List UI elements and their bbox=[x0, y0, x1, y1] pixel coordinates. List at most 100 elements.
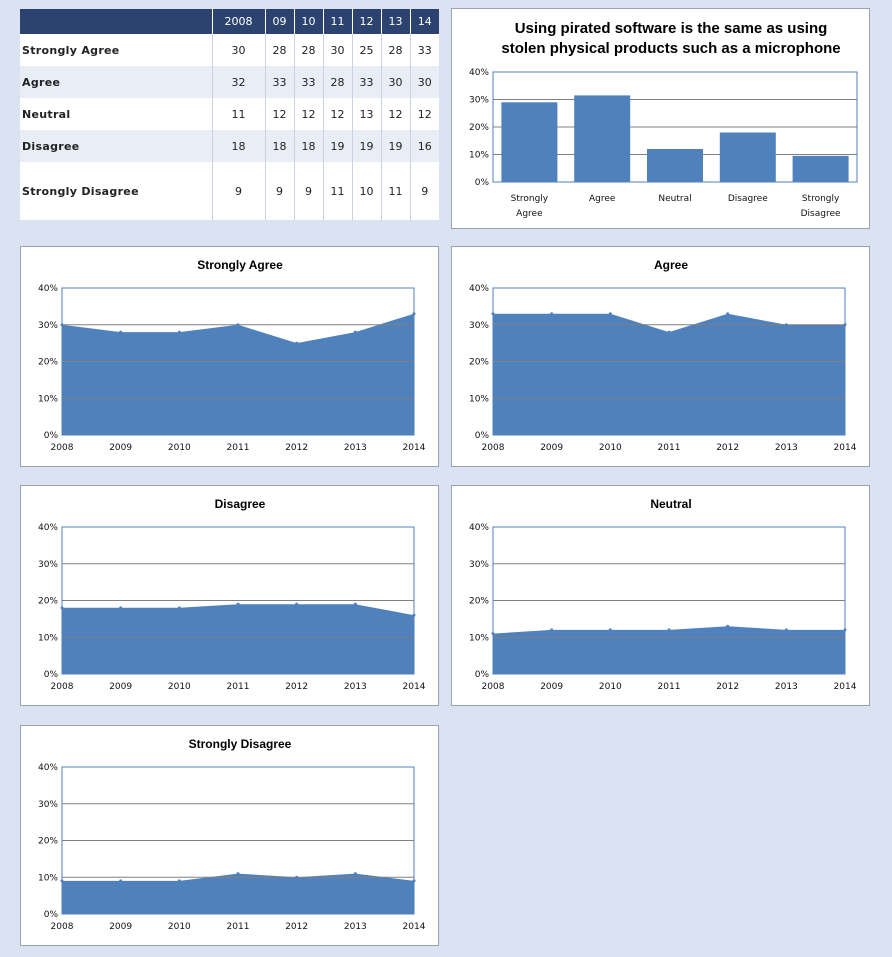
bar-disagree bbox=[719, 132, 776, 182]
plot-area-border bbox=[61, 526, 415, 675]
table-cell: 30 bbox=[380, 66, 410, 98]
agree-area-chart: Agree 0% 10% 20% 30% 40% 2008 2009 2010 2011 2012 2… bbox=[469, 258, 857, 453]
table-cell: 33 bbox=[409, 34, 439, 66]
table-cell: 11 bbox=[211, 98, 265, 130]
series-area bbox=[493, 313, 845, 435]
row-label: Strongly Disagree bbox=[20, 162, 212, 220]
row-label: Disagree bbox=[20, 130, 212, 162]
table-cell: 28 bbox=[380, 34, 410, 66]
x-tick-label: 2013 bbox=[344, 443, 367, 453]
chart-title-line: Using pirated software is the same as us… bbox=[515, 20, 828, 37]
bar-strongly-agree bbox=[501, 102, 558, 183]
table-cell: 28 bbox=[322, 66, 352, 98]
data-point bbox=[295, 341, 299, 345]
y-tick-label: 10% bbox=[469, 394, 489, 404]
table-cell: 28 bbox=[293, 34, 323, 66]
neutral-chart-panel: Neutral 0% 10% 20% 30% 40% 2008 2009 2010 2011 201… bbox=[451, 485, 870, 706]
x-tick-label: Neutral bbox=[658, 194, 691, 204]
table-cell: 18 bbox=[264, 130, 294, 162]
table-cell: 9 bbox=[409, 162, 439, 220]
table-cell: 12 bbox=[322, 98, 352, 130]
bar-agree bbox=[574, 95, 631, 182]
table-cell: 18 bbox=[211, 130, 265, 162]
x-tick-label: 2009 bbox=[109, 443, 132, 453]
table-cell: 12 bbox=[264, 98, 294, 130]
table-row: Strongly Disagree 9 9 9 11 10 11 9 bbox=[20, 162, 439, 220]
disagree-chart-panel: Disagree 0% 10% 20% 30% 40% 2008 2009 2010 2011 20… bbox=[20, 485, 439, 706]
header-cell-10: 10 bbox=[293, 9, 323, 34]
disagree-area-chart: Disagree 0% 10% 20% 30% 40% 2008 2009 2010 2011 20… bbox=[38, 497, 426, 692]
header-cell-2008: 2008 bbox=[211, 9, 265, 34]
table-cell: 30 bbox=[322, 34, 352, 66]
data-point bbox=[177, 330, 181, 334]
row-label: Strongly Agree bbox=[20, 34, 212, 66]
x-tick-label: 2010 bbox=[168, 922, 191, 932]
x-tick-label: 2009 bbox=[109, 922, 132, 932]
table-row: Strongly Agree 30 28 28 30 25 28 33 bbox=[20, 34, 439, 66]
x-tick-label: 2012 bbox=[716, 682, 739, 692]
strongly-agree-chart-panel: Strongly Agree 0% 10% 20% 30% 40% 2008 2009 2010… bbox=[20, 246, 439, 467]
series-area bbox=[493, 626, 845, 674]
plot-area-border bbox=[61, 766, 415, 915]
overall-bar-chart: Using pirated software is the same as us… bbox=[469, 20, 858, 219]
data-point bbox=[119, 330, 123, 334]
table-cell: 9 bbox=[264, 162, 294, 220]
x-tick-label: 2014 bbox=[403, 443, 426, 453]
table-cell: 32 bbox=[211, 66, 265, 98]
table-cell: 11 bbox=[322, 162, 352, 220]
chart-title: Disagree bbox=[215, 497, 266, 511]
data-point bbox=[119, 879, 123, 883]
chart-title: Strongly Disagree bbox=[189, 737, 292, 751]
y-tick-label: 0% bbox=[44, 431, 59, 441]
plot-area-border bbox=[492, 71, 858, 183]
series-area bbox=[62, 873, 414, 914]
table-row: Neutral 11 12 12 12 13 12 12 bbox=[20, 98, 439, 130]
x-tick-label: 2014 bbox=[834, 443, 857, 453]
y-tick-label: 40% bbox=[469, 284, 489, 294]
x-tick-label: 2008 bbox=[51, 922, 74, 932]
data-point bbox=[119, 606, 123, 610]
table-cell: 18 bbox=[293, 130, 323, 162]
y-tick-label: 40% bbox=[469, 68, 489, 78]
header-cell-09: 09 bbox=[264, 9, 294, 34]
y-tick-label: 0% bbox=[44, 670, 59, 680]
y-tick-label: 30% bbox=[38, 321, 58, 331]
x-tick-label: 2012 bbox=[716, 443, 739, 453]
x-tick-label: 2009 bbox=[109, 682, 132, 692]
data-point bbox=[726, 624, 730, 628]
table-cell: 30 bbox=[211, 34, 265, 66]
x-tick-label: Disagree bbox=[801, 209, 841, 219]
x-tick-label: 2012 bbox=[285, 443, 308, 453]
data-point bbox=[295, 602, 299, 606]
y-tick-label: 30% bbox=[469, 321, 489, 331]
x-tick-label: Agree bbox=[516, 209, 543, 219]
x-tick-label: 2008 bbox=[51, 682, 74, 692]
header-cell-11: 11 bbox=[322, 9, 352, 34]
y-tick-label: 20% bbox=[38, 597, 58, 607]
y-tick-label: 10% bbox=[469, 633, 489, 643]
x-tick-label: 2010 bbox=[599, 443, 622, 453]
y-tick-label: 10% bbox=[38, 873, 58, 883]
data-point bbox=[236, 602, 240, 606]
y-tick-label: 30% bbox=[38, 560, 58, 570]
y-tick-label: 10% bbox=[38, 633, 58, 643]
row-label: Neutral bbox=[20, 98, 212, 130]
data-point bbox=[667, 628, 671, 632]
header-cell-label bbox=[20, 9, 212, 34]
x-tick-label: 2012 bbox=[285, 682, 308, 692]
data-point bbox=[726, 312, 730, 316]
data-point bbox=[177, 606, 181, 610]
x-tick-label: 2011 bbox=[227, 682, 250, 692]
x-tick-label: 2010 bbox=[168, 443, 191, 453]
y-tick-label: 0% bbox=[475, 178, 490, 188]
strongly-disagree-chart-panel: Strongly Disagree 0% 10% 20% 30% 40% 2008 2009 2… bbox=[20, 725, 439, 946]
table-cell: 16 bbox=[409, 130, 439, 162]
y-tick-label: 10% bbox=[38, 394, 58, 404]
data-point bbox=[608, 628, 612, 632]
x-tick-label: Strongly bbox=[511, 194, 549, 204]
header-cell-14: 14 bbox=[409, 9, 439, 34]
x-tick-label: 2009 bbox=[540, 443, 563, 453]
chart-title-line: stolen physical products such as a micro… bbox=[501, 40, 840, 57]
y-tick-label: 30% bbox=[469, 96, 489, 106]
x-tick-label: 2010 bbox=[168, 682, 191, 692]
